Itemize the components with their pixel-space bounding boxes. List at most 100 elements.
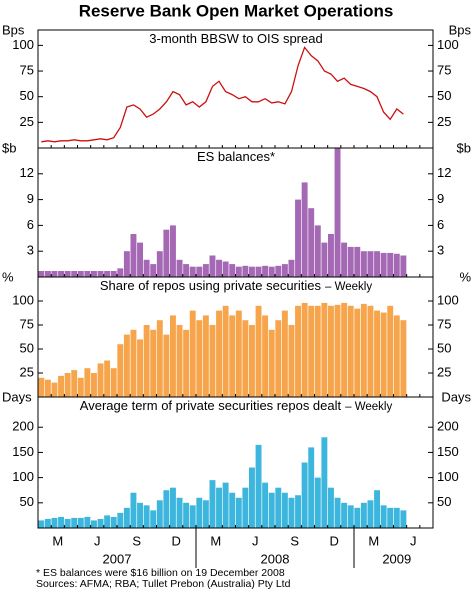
y2-tick-label: 25 [437, 364, 451, 379]
unit-left: Days [2, 389, 32, 404]
y-tick-label: 25 [20, 114, 34, 129]
bar [367, 251, 374, 277]
bar [77, 270, 84, 277]
y-tick-label: 9 [27, 191, 34, 206]
bar [38, 520, 45, 528]
bar [387, 252, 394, 277]
bar [334, 148, 341, 277]
bar [288, 325, 295, 397]
bar [202, 264, 209, 277]
bar [163, 490, 170, 528]
bar [301, 182, 308, 277]
panel-title: 3-month BBSW to OIS spread [149, 31, 322, 46]
bar [44, 518, 51, 528]
bar [176, 325, 183, 397]
bar [189, 310, 196, 397]
bar [71, 517, 78, 528]
bar [196, 320, 203, 397]
bar [393, 507, 400, 528]
bar [301, 462, 308, 528]
bar [400, 320, 407, 397]
bar [380, 252, 387, 277]
bar [281, 492, 288, 528]
unit-right: % [459, 269, 471, 284]
y2-tick-label: 200 [437, 419, 459, 434]
bar [209, 255, 216, 277]
bar [97, 518, 104, 528]
bar [314, 225, 321, 277]
bar [84, 270, 91, 277]
bar [209, 325, 216, 397]
bar [110, 270, 117, 277]
y2-tick-label: 12 [437, 165, 451, 180]
bar [123, 507, 130, 528]
bar [341, 302, 348, 397]
y2-tick-label: 25 [437, 114, 451, 129]
bar [288, 497, 295, 528]
y2-tick-label: 50 [437, 340, 451, 355]
year-label: 2009 [382, 551, 411, 566]
bar [367, 305, 374, 397]
bar [38, 270, 45, 277]
bar [235, 497, 242, 528]
panel-title-text: ES balances* [197, 149, 275, 164]
bar [229, 492, 236, 528]
bar [137, 242, 144, 277]
bar [380, 505, 387, 528]
bar [262, 482, 269, 528]
bar [275, 265, 282, 277]
y-tick-label: 75 [20, 316, 34, 331]
bar [387, 507, 394, 528]
y-tick-label: 100 [12, 37, 34, 52]
bar [334, 304, 341, 397]
bar [374, 310, 381, 397]
bar [169, 315, 176, 397]
bar [288, 259, 295, 277]
bar [248, 266, 255, 277]
unit-right: Bps [449, 22, 472, 37]
bar [327, 305, 334, 397]
bar [51, 517, 58, 528]
bar [64, 373, 71, 397]
bar [308, 305, 315, 397]
bar [163, 334, 170, 397]
bar [301, 302, 308, 397]
bar [90, 270, 97, 277]
line [41, 46, 404, 143]
x-tick-label: M [368, 533, 379, 548]
bar [71, 370, 78, 397]
bar [347, 505, 354, 528]
x-tick-label: M [52, 533, 63, 548]
bar [104, 360, 111, 397]
bar [90, 373, 97, 397]
bar [295, 495, 302, 528]
bar [321, 302, 328, 397]
bar [268, 266, 275, 277]
panel-frequency: – Weekly [325, 281, 372, 293]
y-tick-label: 50 [20, 340, 34, 355]
bar [242, 320, 249, 397]
footnote: * ES balances were $16 billion on 19 Dec… [36, 567, 285, 579]
bar [334, 497, 341, 528]
bar [137, 502, 144, 528]
y2-tick-label: 100 [437, 469, 459, 484]
bar [64, 518, 71, 528]
y-tick-label: 6 [27, 217, 34, 232]
bar [281, 264, 288, 277]
bar [393, 315, 400, 397]
panel-title-text: 3-month BBSW to OIS spread [149, 31, 322, 46]
year-label: 2007 [103, 551, 132, 566]
bar [380, 312, 387, 397]
panel-frame [37, 276, 434, 398]
x-tick-label: S [290, 533, 299, 548]
bar [176, 497, 183, 528]
bar [104, 270, 111, 277]
bar [156, 500, 163, 528]
bar [97, 270, 104, 277]
panel-frame [37, 396, 434, 529]
bar [387, 305, 394, 397]
bar [222, 482, 229, 528]
bar [169, 225, 176, 277]
bar [360, 502, 367, 528]
